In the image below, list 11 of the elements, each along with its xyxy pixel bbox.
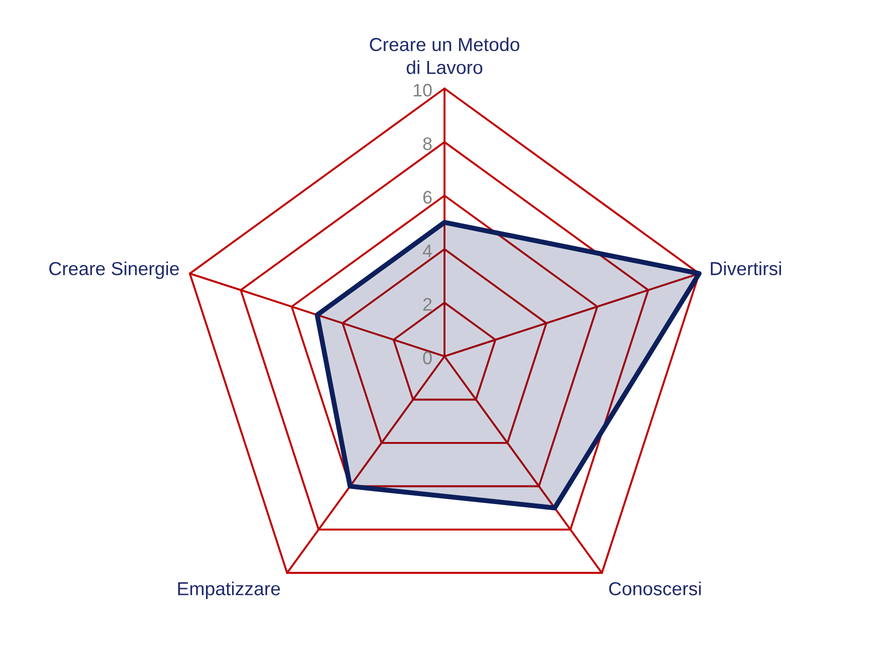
y-tick-label: 8 [423, 137, 432, 150]
y-tick-label: 4 [422, 244, 432, 258]
spoke-label: Creare Sinergie [49, 261, 179, 279]
y-tick-label: 0 [423, 352, 432, 364]
y-tick-label: 10 [414, 84, 432, 97]
spoke-label: Conoscersi [609, 582, 701, 596]
spoke-label: Empatizzare [178, 582, 280, 600]
y-tick-label: 2 [423, 298, 432, 311]
y-tick-label: 6 [423, 190, 432, 204]
spoke-label: Divertirsi [710, 261, 781, 276]
spoke-label: Creare un Metodo di Lavoro [370, 37, 520, 74]
